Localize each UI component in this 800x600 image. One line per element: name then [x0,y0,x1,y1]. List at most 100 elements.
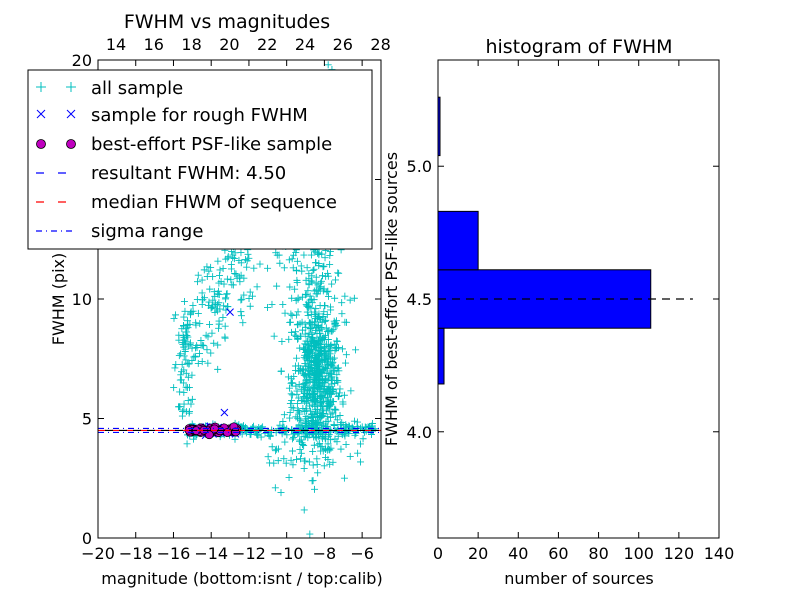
all-sample-point [316,284,324,292]
all-sample-point [194,278,202,286]
all-sample-point [198,358,206,366]
all-sample-point [317,447,325,455]
all-sample-point [347,387,355,395]
all-sample-point [293,335,301,343]
all-sample-point [332,406,340,414]
all-sample-point [273,282,281,290]
all-sample-point [293,321,301,329]
all-sample-point [208,329,216,337]
all-sample-point [208,303,216,311]
all-sample-point [245,295,253,303]
all-sample-point [184,373,192,381]
all-sample-point [180,297,188,305]
all-sample-point [253,431,261,439]
all-sample-point [295,381,303,389]
legend-marker-circle [66,139,76,149]
all-sample-point [295,408,303,416]
histogram-y-tick-label: 4.5 [407,290,432,309]
all-sample-point [342,351,350,359]
all-sample-point [326,390,334,398]
scatter-x-tick-label: −14 [194,544,228,563]
all-sample-point [206,321,214,329]
all-sample-point [288,379,296,387]
all-sample-point [331,347,339,355]
all-sample-point [204,359,212,367]
all-sample-point [352,346,360,354]
all-sample-point [222,294,230,302]
all-sample-point [305,458,313,466]
all-sample-point [307,407,315,415]
all-sample-point [313,398,321,406]
all-sample-point [330,354,338,362]
all-sample-point [288,396,296,404]
all-sample-point [196,350,204,358]
all-sample-point [341,292,349,300]
legend-box [27,69,373,250]
all-sample-point [215,324,223,332]
all-sample-point [362,424,370,432]
all-sample-point [314,469,322,477]
all-sample-point [310,433,318,441]
all-sample-point [186,408,194,416]
all-sample-point [311,358,319,366]
all-sample-point [216,266,224,274]
all-sample-point [297,455,305,463]
all-sample-point [304,393,312,401]
histogram-y-tick-label: 5.0 [407,157,432,176]
all-sample-point [301,291,309,299]
all-sample-point [198,289,206,297]
scatter-x-tick-label: −18 [119,544,153,563]
all-sample-point [227,265,235,273]
all-sample-point [175,403,183,411]
all-sample-point [189,435,197,443]
all-sample-point [313,324,321,332]
all-sample-point [306,377,314,385]
all-sample-point [294,294,302,302]
all-sample-point [322,316,330,324]
all-sample-point [219,313,227,321]
all-sample-point [274,457,282,465]
all-sample-point [314,441,322,449]
all-sample-point [180,400,188,408]
scatter-x-tick-label: −8 [313,544,337,563]
all-sample-point [185,360,193,368]
all-sample-point [209,273,217,281]
scatter-ticks: −20 −18 −16 −14 −12 −10 −8 −6 14 16 18 20 22 24 26 28 0 5… [72,35,391,563]
all-sample-point [315,380,323,388]
all-sample-point [316,399,324,407]
all-sample-point [288,391,296,399]
all-sample-point [331,405,339,413]
scatter-top-x-tick-label: 28 [370,35,390,54]
all-sample-point [318,325,326,333]
all-sample-point [312,273,320,281]
all-sample-point [286,283,294,291]
all-sample-point [214,301,222,309]
all-sample-point [299,369,307,377]
all-sample-point [324,292,332,300]
legend-entry-all-sample: all sample [36,78,183,99]
all-sample-point [294,407,302,415]
scatter-x-tick-label: −6 [350,544,374,563]
all-sample-point [341,318,349,326]
all-sample-point [272,447,280,455]
all-sample-point [314,315,322,323]
all-sample-point [342,441,350,449]
all-sample-point [301,349,309,357]
all-sample-point [220,302,228,310]
all-sample-point [283,431,291,439]
all-sample-point [183,321,191,329]
all-sample-point [237,308,245,316]
all-sample-point [327,436,335,444]
all-sample-point [271,484,279,492]
all-sample-point [299,344,307,352]
scatter-y-tick-label: 10 [72,290,92,309]
all-sample-point [300,251,308,259]
all-sample-point [293,311,301,319]
all-sample-point [293,399,301,407]
all-sample-point [223,275,231,283]
all-sample-point [207,349,215,357]
all-sample-point [299,393,307,401]
scatter-y-axis-label: FWHM (pix) [49,253,68,346]
all-sample-point [295,394,303,402]
all-sample-point [189,307,197,315]
